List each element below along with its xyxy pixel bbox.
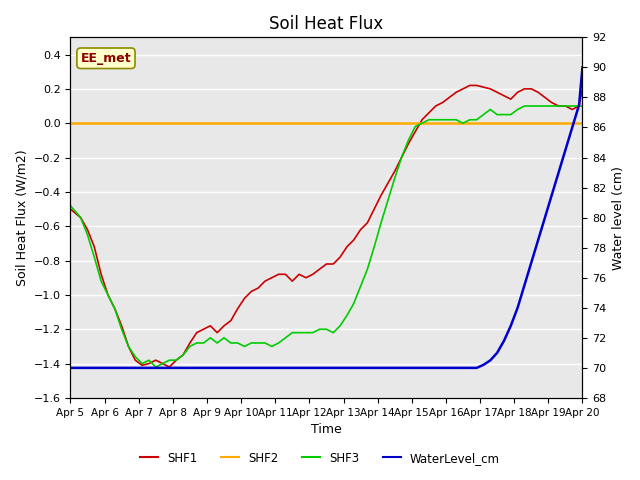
SHF1: [579, 86, 586, 92]
Line: SHF1: SHF1: [70, 85, 582, 367]
SHF3: [520, 103, 528, 109]
WaterLevel_cm: [118, 365, 125, 371]
WaterLevel_cm: [397, 365, 405, 371]
SHF3: [343, 312, 351, 318]
SHF1: [493, 89, 501, 95]
Text: EE_met: EE_met: [81, 52, 131, 65]
Legend: SHF1, SHF2, SHF3, WaterLevel_cm: SHF1, SHF2, SHF3, WaterLevel_cm: [135, 447, 505, 469]
SHF3: [67, 203, 74, 208]
SHF1: [118, 323, 125, 329]
SHF1: [418, 117, 426, 122]
Y-axis label: Water level (cm): Water level (cm): [612, 166, 625, 270]
SHF3: [418, 120, 426, 126]
SHF3: [404, 137, 412, 143]
SHF3: [579, 103, 586, 109]
WaterLevel_cm: [67, 365, 74, 371]
SHF3: [254, 340, 262, 346]
Title: Soil Heat Flux: Soil Heat Flux: [269, 15, 383, 33]
WaterLevel_cm: [412, 365, 419, 371]
SHF3: [118, 326, 125, 332]
SHF1: [254, 285, 262, 291]
SHF1: [166, 364, 173, 370]
SHF3: [152, 364, 159, 370]
SHF1: [67, 206, 74, 212]
SHF1: [466, 83, 474, 88]
X-axis label: Time: Time: [311, 423, 342, 436]
WaterLevel_cm: [579, 64, 586, 70]
SHF1: [404, 141, 412, 147]
WaterLevel_cm: [336, 365, 344, 371]
WaterLevel_cm: [479, 362, 487, 368]
Y-axis label: Soil Heat Flux (W/m2): Soil Heat Flux (W/m2): [15, 149, 28, 286]
SHF3: [486, 107, 494, 112]
SHF1: [343, 244, 351, 250]
Line: WaterLevel_cm: WaterLevel_cm: [70, 67, 582, 368]
Line: SHF3: SHF3: [70, 106, 582, 367]
WaterLevel_cm: [248, 365, 255, 371]
